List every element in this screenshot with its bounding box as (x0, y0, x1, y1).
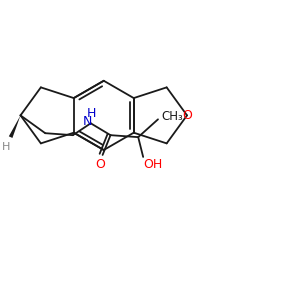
Text: H: H (2, 142, 10, 152)
Text: OH: OH (143, 158, 163, 171)
Text: N: N (83, 115, 92, 128)
Polygon shape (9, 116, 20, 138)
Text: CH₃: CH₃ (161, 110, 183, 123)
Text: H: H (87, 107, 96, 120)
Text: O: O (182, 109, 192, 122)
Text: O: O (96, 158, 106, 171)
